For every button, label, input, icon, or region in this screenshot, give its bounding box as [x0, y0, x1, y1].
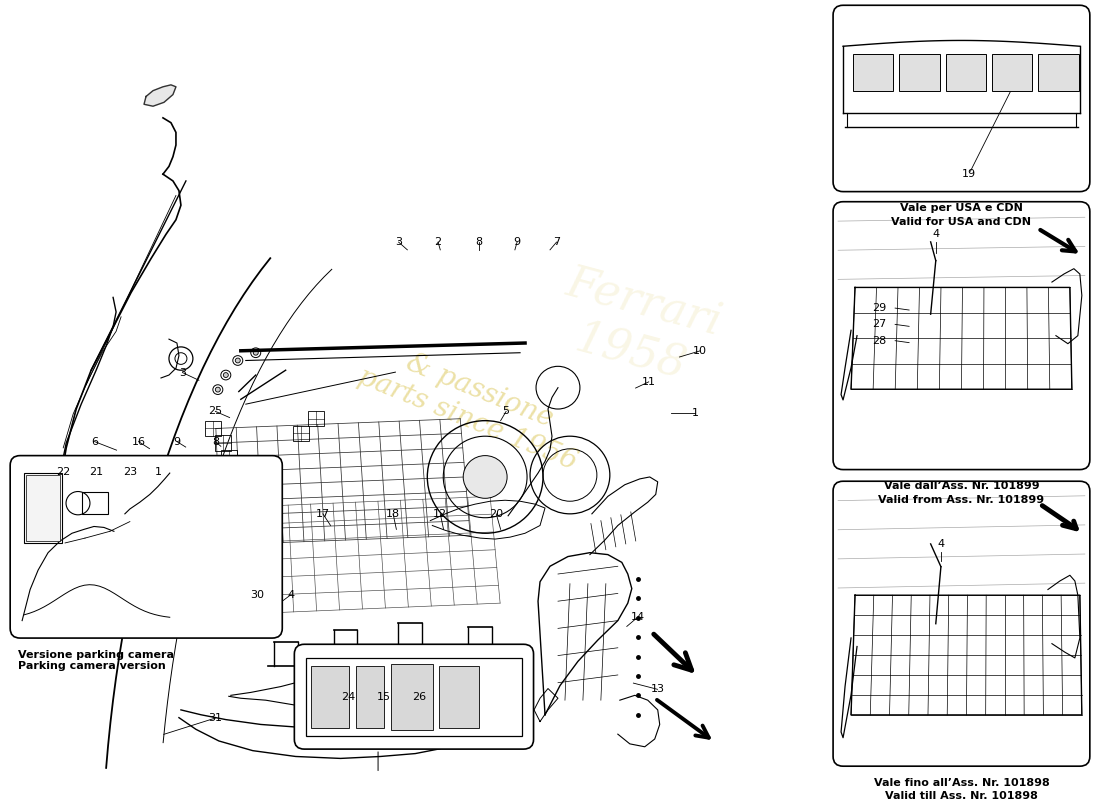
Text: 7: 7	[553, 237, 560, 247]
Text: 12: 12	[433, 509, 448, 519]
FancyBboxPatch shape	[833, 482, 1090, 766]
Text: 8: 8	[475, 237, 482, 247]
Circle shape	[223, 373, 229, 378]
Text: 24: 24	[341, 692, 355, 702]
Bar	[1038, 54, 1079, 91]
Text: 9: 9	[174, 437, 180, 446]
Text: Parking camera version: Parking camera version	[18, 662, 166, 671]
Text: 31: 31	[208, 713, 222, 723]
Text: Versione parking camera: Versione parking camera	[18, 650, 174, 660]
Polygon shape	[144, 85, 176, 106]
Text: Vale per USA e CDN: Vale per USA e CDN	[900, 203, 1023, 214]
Bar	[900, 54, 939, 91]
Bar	[992, 54, 1033, 91]
Circle shape	[216, 387, 220, 392]
Text: 6: 6	[91, 437, 98, 446]
Text: 10: 10	[693, 346, 707, 356]
Text: 4: 4	[932, 229, 939, 239]
Bar	[221, 450, 236, 466]
Bar	[82, 493, 108, 514]
Bar	[311, 666, 349, 728]
Circle shape	[463, 456, 507, 498]
FancyBboxPatch shape	[10, 456, 283, 638]
Text: 18: 18	[386, 509, 400, 519]
Bar	[306, 658, 521, 735]
Text: 28: 28	[872, 336, 887, 346]
Circle shape	[235, 358, 240, 363]
Text: 30: 30	[250, 590, 264, 599]
Text: Ferrari
1958: Ferrari 1958	[549, 262, 727, 393]
Text: 21: 21	[89, 467, 102, 477]
Text: Valid from Ass. Nr. 101899: Valid from Ass. Nr. 101899	[879, 495, 1045, 505]
Text: 4: 4	[287, 590, 295, 599]
Bar	[293, 426, 309, 441]
Bar	[356, 666, 384, 728]
Text: 25: 25	[208, 406, 222, 416]
Text: 27: 27	[872, 319, 887, 330]
Circle shape	[253, 350, 258, 355]
Text: Valid till Ass. Nr. 101898: Valid till Ass. Nr. 101898	[886, 791, 1038, 800]
FancyBboxPatch shape	[833, 6, 1090, 192]
Text: 19: 19	[962, 169, 976, 178]
Bar	[852, 54, 893, 91]
FancyBboxPatch shape	[295, 644, 534, 749]
Text: 3: 3	[395, 237, 403, 247]
Text: 26: 26	[412, 692, 427, 702]
Text: 23: 23	[123, 467, 136, 477]
FancyBboxPatch shape	[833, 202, 1090, 470]
Bar	[392, 664, 433, 730]
Text: 16: 16	[132, 437, 145, 446]
Text: 4: 4	[937, 539, 945, 549]
Text: 22: 22	[56, 467, 70, 477]
Text: 15: 15	[377, 692, 392, 702]
Text: 29: 29	[872, 303, 887, 313]
Text: 5: 5	[503, 406, 509, 416]
Text: Vale fino all’Ass. Nr. 101898: Vale fino all’Ass. Nr. 101898	[873, 778, 1049, 788]
Text: 11: 11	[641, 377, 656, 387]
Text: & passione
parts since 1956: & passione parts since 1956	[354, 334, 593, 476]
Text: 2: 2	[434, 237, 441, 247]
Bar	[205, 421, 221, 436]
Text: 17: 17	[316, 509, 330, 519]
Text: 3: 3	[179, 367, 186, 378]
Text: 1: 1	[691, 408, 698, 418]
Bar	[439, 666, 478, 728]
Text: 14: 14	[630, 612, 645, 622]
Bar	[946, 54, 986, 91]
Bar	[308, 411, 323, 426]
Text: 9: 9	[514, 237, 520, 247]
Bar	[26, 475, 60, 541]
Text: Valid for USA and CDN: Valid for USA and CDN	[891, 217, 1032, 227]
Text: Vale dall’Ass. Nr. 101899: Vale dall’Ass. Nr. 101899	[883, 482, 1040, 491]
Text: 13: 13	[650, 684, 664, 694]
Text: 20: 20	[490, 509, 504, 519]
Bar	[24, 473, 62, 543]
Text: 1: 1	[155, 467, 162, 477]
Bar	[214, 435, 231, 450]
Text: 8: 8	[212, 437, 219, 446]
